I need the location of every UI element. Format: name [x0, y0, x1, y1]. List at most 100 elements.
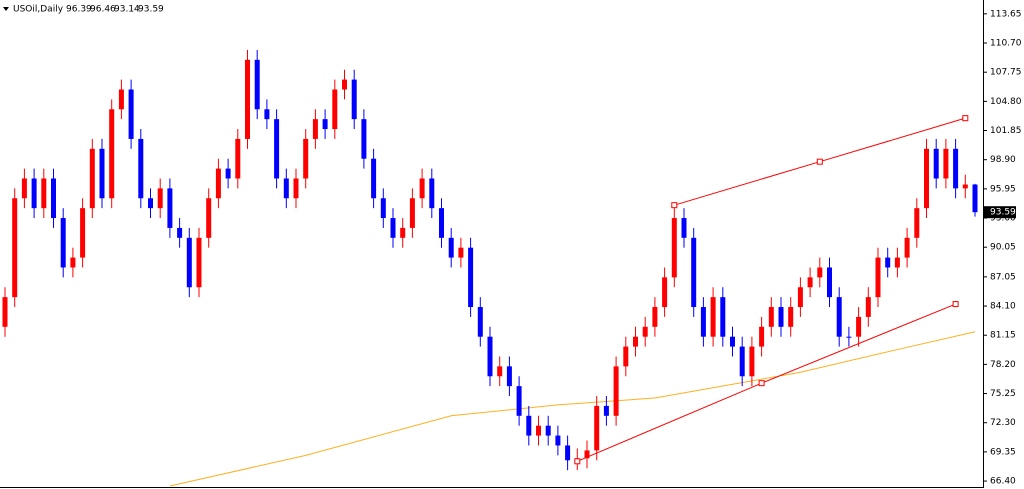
candle-body: [603, 405, 609, 416]
close-readout: 93.59: [138, 5, 164, 15]
candle-body: [177, 227, 183, 238]
candle-body: [972, 184, 978, 213]
candle-body: [99, 148, 105, 199]
candle-body: [856, 316, 862, 337]
candle-body: [109, 109, 115, 199]
y-tick-label: 81.15: [990, 331, 1016, 341]
candle-body: [681, 218, 687, 238]
chart-title: USOil,Daily: [13, 5, 64, 15]
candle-body: [594, 405, 600, 451]
y-tick-label: 95.95: [990, 184, 1016, 194]
trendline-anchor: [952, 301, 959, 308]
candle-body: [31, 178, 37, 209]
candle-body: [545, 425, 551, 436]
candle-body: [536, 425, 541, 436]
candle-body: [885, 257, 891, 268]
candle-body: [215, 168, 221, 199]
candle-body: [506, 366, 512, 387]
trendline-anchor: [816, 158, 823, 165]
y-tick-label: 98.90: [990, 155, 1016, 165]
y-tick-label: 78.20: [990, 360, 1016, 370]
candle-body: [700, 307, 706, 337]
candle-body: [448, 237, 454, 258]
y-tick-label: 93.00: [990, 214, 1016, 224]
candle-body: [148, 198, 153, 209]
candle-body: [613, 366, 619, 416]
candle-body: [788, 307, 794, 327]
candle-body: [565, 445, 571, 461]
candle-body: [235, 138, 241, 179]
candle-body: [894, 257, 900, 268]
candle-body: [322, 119, 328, 130]
candle-body: [768, 307, 774, 327]
candle-body: [409, 198, 415, 228]
candle-body: [332, 89, 338, 130]
candle-body: [468, 247, 474, 308]
candle-body: [245, 59, 250, 139]
y-tick-label: 104.80: [990, 97, 1022, 107]
last-price-label: 93.59: [990, 208, 1016, 218]
candle-body: [730, 336, 735, 347]
candle-body: [836, 297, 842, 337]
candle-body: [361, 119, 367, 159]
candle-body: [380, 198, 386, 219]
candle-body: [633, 336, 638, 347]
candle-body: [865, 297, 871, 317]
candle-body: [662, 277, 668, 308]
candle-body: [652, 307, 658, 327]
candle-body: [739, 346, 745, 377]
y-tick-label: 113.65: [990, 9, 1022, 19]
candle-body: [439, 208, 444, 238]
candle-body: [206, 198, 212, 238]
candle-body: [274, 119, 280, 179]
candle-body: [342, 79, 347, 90]
candle-body: [671, 218, 677, 278]
candle-body: [254, 59, 260, 110]
candle-body: [225, 168, 231, 179]
candle-body: [458, 247, 464, 258]
candle-body: [138, 138, 144, 199]
candle-body: [807, 277, 813, 288]
candle-body: [351, 79, 357, 120]
candle-body: [283, 178, 289, 199]
candle-body: [2, 297, 8, 327]
menu-arrow[interactable]: [3, 7, 9, 11]
candle-body: [846, 336, 852, 338]
y-tick-label: 84.10: [990, 302, 1016, 312]
candle-body: [312, 119, 318, 139]
candle-body: [720, 297, 726, 337]
candle-body: [497, 366, 503, 377]
open-readout: 96.39: [66, 5, 92, 15]
candle-body: [778, 307, 784, 327]
candle-body: [797, 287, 803, 308]
candle-body: [875, 257, 881, 298]
candle-body: [924, 148, 929, 209]
y-tick-label: 69.35: [990, 447, 1016, 457]
candle-body: [51, 178, 56, 219]
candle-body: [128, 89, 134, 139]
candle-body: [584, 450, 590, 459]
y-tick-label: 110.70: [990, 39, 1022, 49]
high-readout: 96.46: [90, 5, 116, 15]
candle-body: [691, 237, 697, 308]
candle-body: [293, 178, 299, 199]
candle-body: [477, 307, 483, 337]
candle-body: [943, 148, 949, 179]
candle-body: [710, 297, 716, 337]
candle-body: [371, 158, 377, 199]
low-readout: 93.14: [114, 5, 140, 15]
y-tick-label: 72.30: [990, 418, 1016, 428]
y-tick-label: 66.40: [990, 477, 1016, 487]
candle-body: [303, 138, 309, 179]
candle-body: [429, 178, 435, 209]
trendline-anchor: [574, 458, 581, 465]
candle-body: [759, 326, 765, 347]
candle-body: [41, 178, 47, 209]
last-price-box: [984, 206, 1016, 219]
candle-body: [60, 218, 66, 268]
candle-body: [749, 346, 755, 377]
candle-body: [167, 188, 173, 228]
candle-body: [555, 435, 561, 446]
